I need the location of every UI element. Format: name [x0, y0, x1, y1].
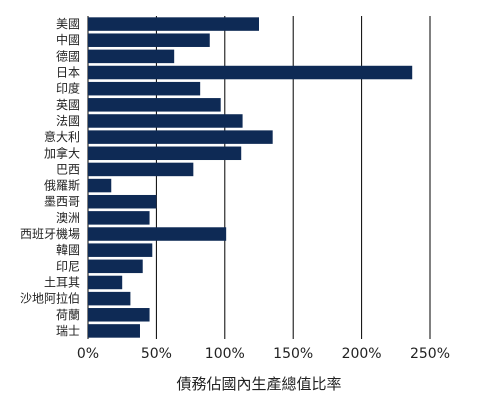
category-label-18: 荷蘭 — [56, 308, 80, 322]
x-tick-label-150: 150% — [273, 346, 313, 362]
category-label-15: 印尼 — [56, 259, 80, 273]
x-tick-label-200: 200% — [342, 346, 382, 362]
category-label-3: 日本 — [56, 66, 80, 80]
bar-12 — [88, 211, 150, 225]
bar-13 — [88, 227, 227, 241]
category-label-1: 中國 — [56, 32, 80, 47]
category-label-10: 俄羅斯 — [44, 179, 80, 193]
bar-8 — [88, 146, 242, 161]
bar-7 — [88, 130, 273, 144]
bar-2 — [88, 49, 175, 64]
bar-4 — [88, 81, 201, 96]
bar-11 — [88, 194, 157, 209]
category-label-4: 印度 — [56, 81, 80, 96]
category-label-12: 澳洲 — [56, 211, 80, 225]
category-label-6: 法國 — [56, 114, 80, 128]
bar-5 — [88, 98, 221, 112]
grid-layer — [87, 16, 431, 339]
bar-1 — [88, 33, 210, 47]
x-tick-label-50: 50% — [141, 346, 172, 362]
category-label-9: 巴西 — [56, 162, 80, 176]
bar-14 — [88, 243, 153, 257]
category-label-13: 西班牙機場 — [20, 226, 80, 241]
category-label-19: 瑞士 — [56, 324, 80, 338]
bar-6 — [88, 114, 243, 128]
bar-17 — [88, 291, 131, 306]
bar-layer — [88, 17, 413, 338]
category-label-0: 美國 — [56, 17, 80, 31]
category-label-7: 意大利 — [44, 129, 80, 144]
x-tick-label-100: 100% — [205, 346, 245, 362]
bar-16 — [88, 275, 123, 290]
bar-9 — [88, 162, 194, 177]
x-tick-labels: 0% 50% 100% 150% 200% 250% — [77, 346, 450, 362]
category-label-2: 德國 — [56, 48, 80, 63]
category-label-16: 土耳其 — [44, 275, 80, 289]
bar-10 — [88, 178, 112, 193]
bar-18 — [88, 308, 150, 322]
category-labels: 美國中國德國日本印度英國法國意大利加拿大巴西俄羅斯墨西哥澳洲西班牙機場韓國印尼土… — [20, 17, 80, 338]
category-label-14: 韓國 — [56, 243, 80, 257]
category-label-5: 英國 — [56, 98, 80, 112]
category-label-11: 墨西哥 — [44, 195, 80, 209]
x-tick-label-250: 250% — [410, 346, 450, 362]
bar-3 — [88, 65, 413, 80]
category-label-8: 加拿大 — [44, 145, 80, 160]
bar-19 — [88, 324, 140, 338]
x-tick-label-0: 0% — [77, 346, 99, 362]
bar-15 — [88, 259, 143, 274]
bar-0 — [88, 17, 259, 31]
category-label-17: 沙地阿拉伯 — [20, 291, 80, 306]
x-axis-title: 債務佔國內生產總值比率 — [176, 375, 341, 393]
